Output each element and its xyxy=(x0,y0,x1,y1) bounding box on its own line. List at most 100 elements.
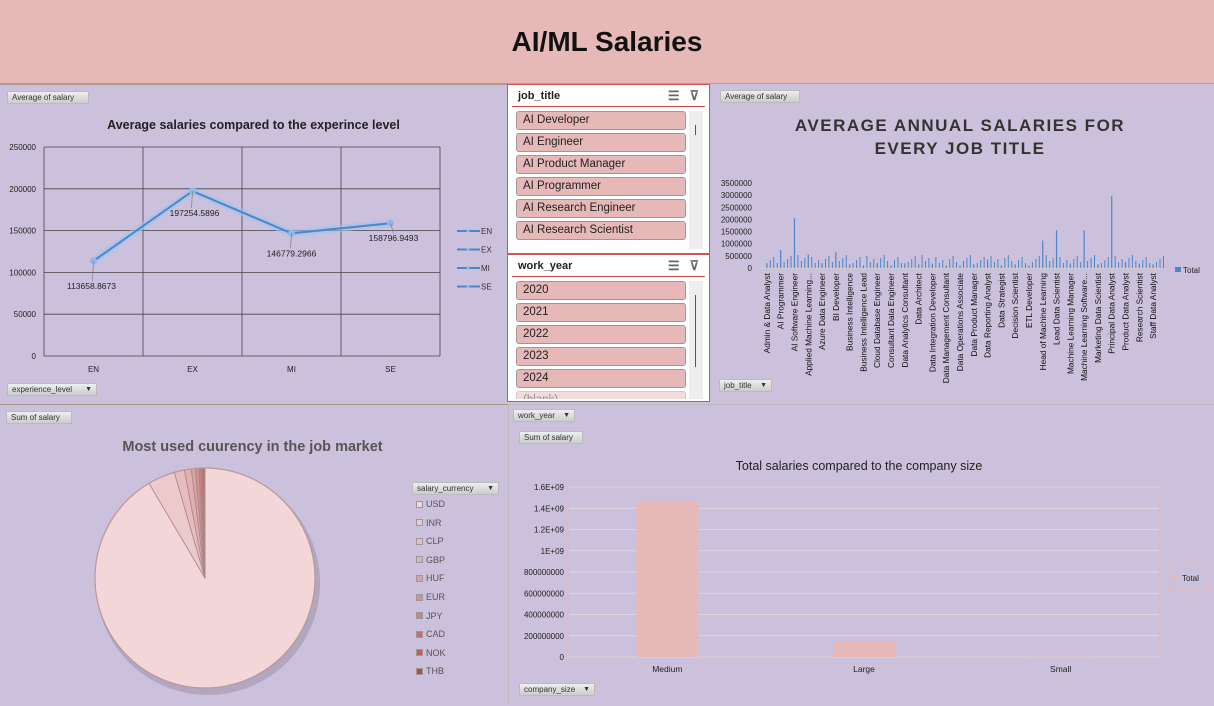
legend-label: INR xyxy=(426,518,442,528)
bar xyxy=(863,266,864,268)
legend-swatch xyxy=(416,519,423,526)
bar xyxy=(842,258,843,268)
bar xyxy=(791,256,792,268)
slicer-item[interactable]: 2021 xyxy=(516,303,686,322)
field-button-experience-level[interactable]: experience_level▼ xyxy=(7,383,97,396)
bar xyxy=(797,255,798,268)
job-title-chart-panel: Average of salary AVERAGE ANNUAL SALARIE… xyxy=(710,84,1214,404)
bar xyxy=(901,263,902,268)
slicer-item[interactable]: AI Engineer xyxy=(516,133,686,152)
bar xyxy=(946,266,947,268)
multi-select-icon[interactable]: ☰ xyxy=(668,88,680,104)
company-size-bar-chart: 02000000004000000006000000008000000001E+… xyxy=(509,405,1214,706)
bar xyxy=(849,264,850,268)
bar xyxy=(1042,241,1043,268)
bar xyxy=(922,255,923,268)
x-tick-label: Data Management Consultant xyxy=(941,272,951,383)
slicer-item[interactable]: AI Programmer xyxy=(516,177,686,196)
clear-filter-icon[interactable]: ⊽ xyxy=(689,258,699,274)
legend-label: JPY xyxy=(426,611,443,621)
bar xyxy=(1015,264,1016,268)
bar xyxy=(1066,260,1067,268)
bar xyxy=(1122,259,1123,268)
legend-swatch xyxy=(416,668,423,675)
legend-item: CAD xyxy=(416,629,445,639)
field-button-company-size[interactable]: company_size▼ xyxy=(519,683,595,696)
multi-select-icon[interactable]: ☰ xyxy=(668,258,680,274)
slicer-item[interactable]: AI Research Scientist xyxy=(516,221,686,240)
clear-filter-icon[interactable]: ⊽ xyxy=(689,88,699,104)
x-tick-label: AI Programmer xyxy=(776,273,786,329)
x-tick-label: Data Operations Associate xyxy=(955,273,965,372)
slicer-item[interactable]: AI Developer xyxy=(516,111,686,130)
bar xyxy=(980,260,981,268)
y-tick-label: 2000000 xyxy=(721,215,753,224)
bar xyxy=(884,255,885,268)
bar xyxy=(987,260,988,269)
bar xyxy=(991,256,992,268)
bar xyxy=(925,261,926,268)
bar xyxy=(1039,256,1040,268)
bar xyxy=(815,263,816,268)
bar xyxy=(1025,263,1026,268)
bar xyxy=(636,501,698,657)
slicer-item[interactable]: AI Research Engineer xyxy=(516,199,686,218)
line-chart-panel: Average of salary Average salaries compa… xyxy=(0,84,507,404)
y-tick-label: 200000 xyxy=(9,185,36,194)
legend-label: CAD xyxy=(426,629,445,639)
bar xyxy=(780,250,781,268)
bar xyxy=(773,257,774,268)
bar xyxy=(966,258,967,268)
bar xyxy=(1163,256,1164,268)
bar xyxy=(963,261,964,268)
bar xyxy=(877,263,878,268)
field-button-job-title[interactable]: job_title▼ xyxy=(719,379,772,392)
legend-label: EUR xyxy=(426,592,445,602)
bar xyxy=(953,256,954,268)
field-label: salary_currency xyxy=(417,484,473,493)
bar xyxy=(1084,230,1085,268)
slicer-item[interactable]: AI Product Manager xyxy=(516,155,686,174)
bar xyxy=(1011,261,1012,268)
bar xyxy=(1049,261,1050,268)
bar xyxy=(1128,258,1129,268)
bar xyxy=(821,263,822,268)
data-label: 146779.2966 xyxy=(267,248,317,258)
bar xyxy=(1104,260,1105,268)
field-button-salary-currency[interactable]: salary_currency▼ xyxy=(412,482,499,495)
x-tick-label: Data Strategist xyxy=(996,272,1006,328)
bar xyxy=(873,259,874,268)
legend-marker xyxy=(467,230,470,233)
scrollbar[interactable] xyxy=(689,281,703,399)
y-tick-label: 2500000 xyxy=(721,203,753,212)
bar xyxy=(1125,262,1126,268)
legend-swatch xyxy=(416,501,423,508)
x-tick-label: Consultant Data Engineer xyxy=(886,273,896,368)
legend-label: EX xyxy=(481,246,492,255)
slicer-item[interactable]: 2024 xyxy=(516,369,686,388)
slicer-item[interactable]: 2020 xyxy=(516,281,686,300)
bar xyxy=(897,257,898,268)
x-tick-label: Data Architect xyxy=(914,272,924,324)
slicer-item[interactable]: (blank) xyxy=(516,391,686,399)
slicer-item[interactable]: 2023 xyxy=(516,347,686,366)
legend-marker xyxy=(467,248,470,251)
bar xyxy=(1077,256,1078,268)
legend-marker xyxy=(467,267,470,270)
data-label: 197254.5896 xyxy=(170,208,220,218)
x-tick-label: Machine Learning Software... xyxy=(1079,273,1089,381)
y-tick-label: 1E+09 xyxy=(541,547,565,556)
x-tick-label: Marketing Data Scientist xyxy=(1093,272,1103,363)
legend-label: EN xyxy=(481,227,492,236)
x-tick-label: MI xyxy=(287,365,296,374)
legend-swatch xyxy=(416,612,423,619)
slicer-item[interactable]: 2022 xyxy=(516,325,686,344)
x-tick-label: Large xyxy=(853,664,875,674)
bar xyxy=(1087,261,1088,268)
bar xyxy=(1080,262,1081,268)
bar xyxy=(977,263,978,268)
legend-label: THB xyxy=(426,666,444,676)
bar xyxy=(935,257,936,268)
scrollbar[interactable] xyxy=(689,111,703,249)
bar xyxy=(828,256,829,268)
